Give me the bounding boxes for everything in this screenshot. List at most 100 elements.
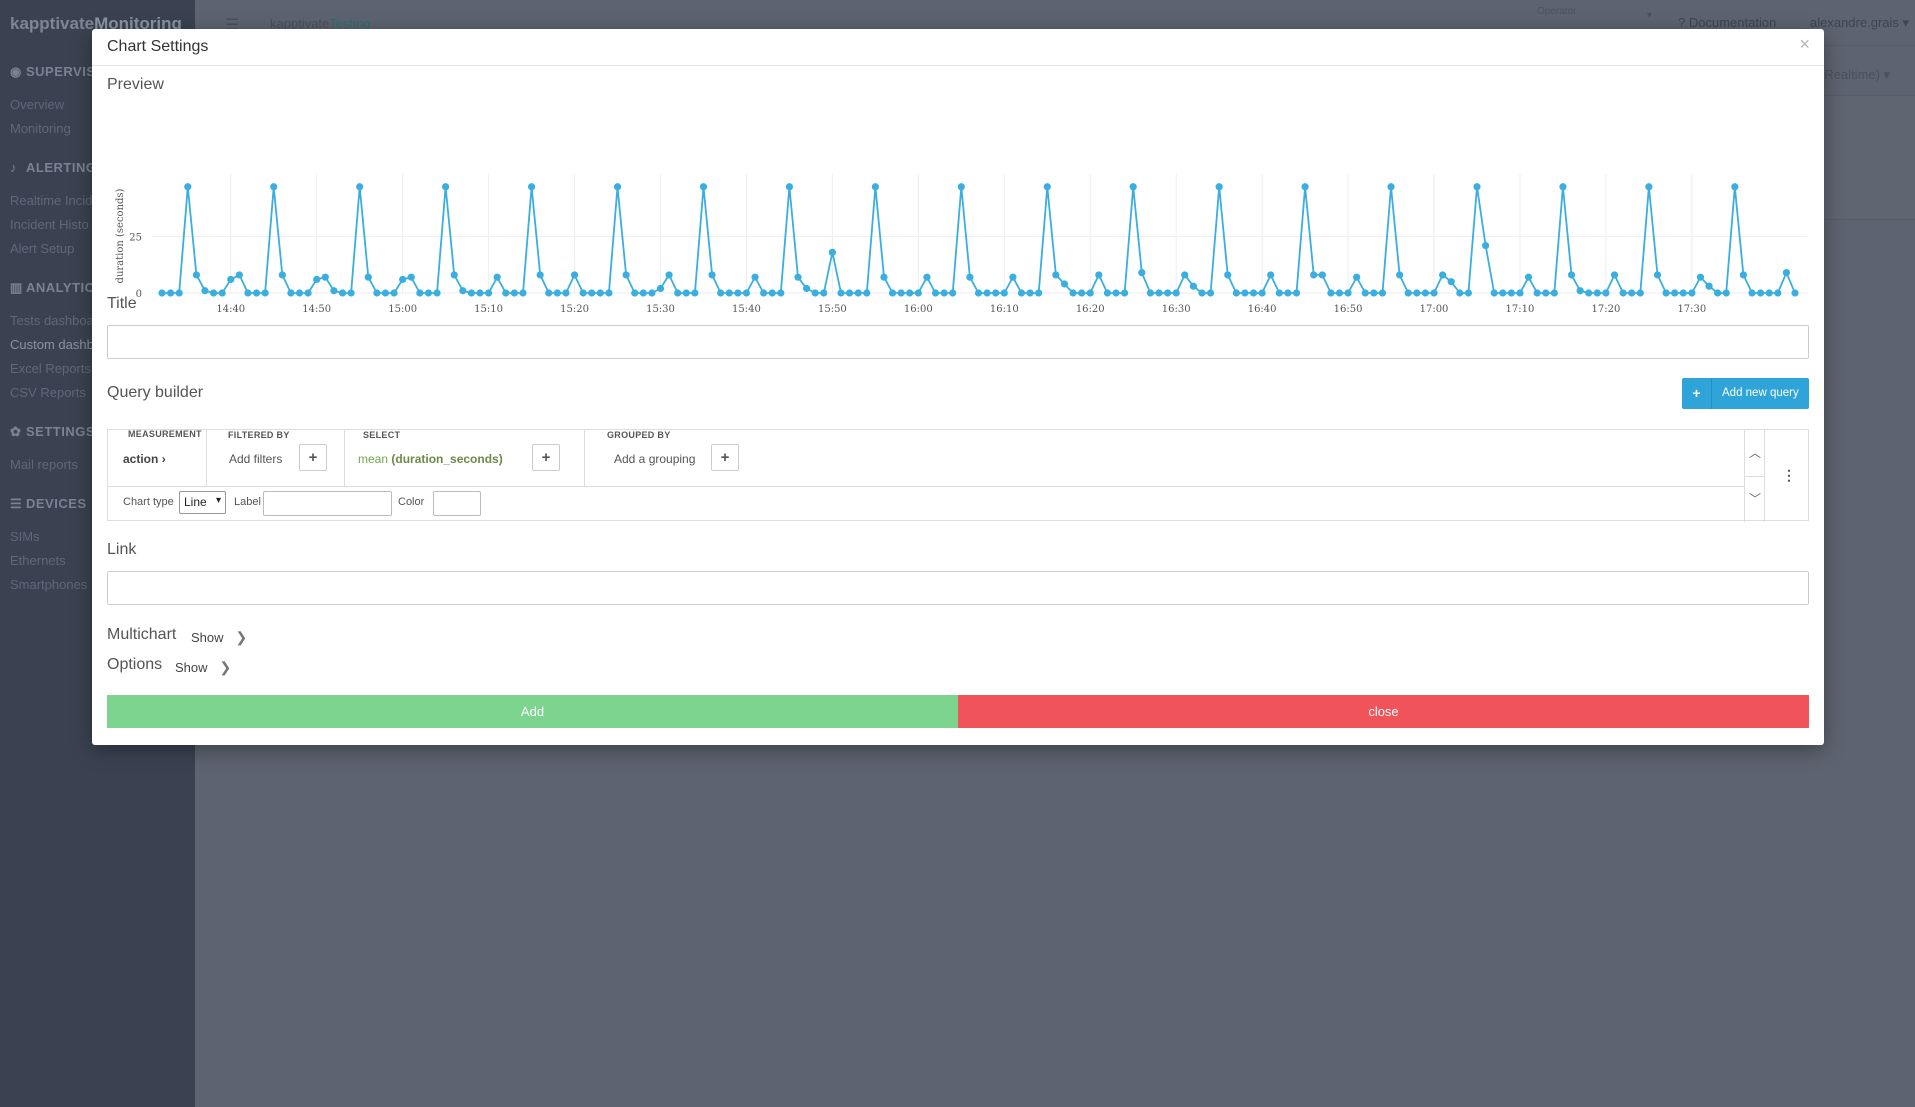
data-point bbox=[1353, 273, 1361, 281]
sidebar-item[interactable]: Monitoring bbox=[10, 121, 71, 136]
sidebar-item[interactable]: Smartphones bbox=[10, 577, 88, 592]
sidebar-item[interactable]: CSV Reports bbox=[10, 385, 86, 400]
sidebar-item[interactable]: Realtime Incid bbox=[10, 193, 93, 208]
data-point bbox=[734, 289, 742, 297]
sidebar-section-label: SETTINGS bbox=[26, 424, 96, 439]
operator-caret-icon[interactable]: ▾ bbox=[1647, 10, 1653, 21]
sidebar-item[interactable]: Overview bbox=[10, 97, 65, 112]
x-tick-label: 17:00 bbox=[1420, 304, 1449, 315]
data-point bbox=[1705, 282, 1713, 290]
data-point bbox=[1439, 271, 1447, 279]
sidebar-section-label: DEVICES bbox=[26, 496, 87, 511]
show-label: Show bbox=[175, 660, 208, 675]
brand-part2: Monitoring bbox=[94, 14, 182, 33]
add-new-query-label: Add new query bbox=[1722, 387, 1799, 399]
data-point bbox=[1370, 289, 1378, 297]
select-expression[interactable]: mean (duration_seconds) bbox=[358, 452, 503, 466]
move-up-icon[interactable]: ︿ bbox=[1749, 446, 1762, 460]
data-point bbox=[545, 289, 553, 297]
move-down-icon[interactable]: ﹀ bbox=[1749, 492, 1762, 506]
data-point bbox=[1095, 271, 1103, 279]
data-point bbox=[803, 284, 811, 293]
data-point bbox=[1464, 289, 1472, 297]
close-icon[interactable]: × bbox=[1799, 34, 1810, 54]
grouped-by-header: GROUPED BY bbox=[607, 430, 671, 440]
data-point bbox=[553, 289, 561, 297]
add-select-button[interactable]: + bbox=[532, 444, 560, 471]
label-input[interactable] bbox=[263, 491, 392, 516]
data-point bbox=[1103, 289, 1112, 297]
add-filter-button[interactable]: + bbox=[299, 444, 327, 471]
chart-type-select[interactable]: Line ▾ bbox=[179, 491, 226, 514]
breadcrumb-part2[interactable]: Testing bbox=[329, 16, 371, 31]
select-header: SELECT bbox=[363, 430, 401, 440]
data-point bbox=[1653, 271, 1662, 279]
data-point bbox=[347, 289, 355, 297]
chart-type-value: Line bbox=[184, 495, 207, 509]
data-point bbox=[1774, 289, 1782, 297]
x-tick-label: 14:40 bbox=[216, 304, 245, 315]
x-tick-label: 15:10 bbox=[474, 304, 503, 315]
options-label: Options bbox=[107, 656, 163, 673]
link-input[interactable] bbox=[107, 571, 1809, 605]
add-new-query-button[interactable]: + Add new query bbox=[1682, 378, 1809, 409]
multichart-show-toggle[interactable]: Show ❯ bbox=[191, 629, 247, 646]
more-options-icon[interactable]: ⋮ bbox=[1782, 467, 1796, 483]
documentation-link[interactable]: ? Documentation bbox=[1678, 15, 1776, 30]
sidebar-item[interactable]: Alert Setup bbox=[10, 241, 75, 256]
x-tick-label: 14:50 bbox=[302, 304, 331, 315]
data-point bbox=[1335, 289, 1344, 297]
plus-icon: + bbox=[1682, 378, 1712, 409]
data-point bbox=[1121, 289, 1129, 297]
sidebar-item[interactable]: Excel Reports bbox=[10, 361, 91, 376]
sidebar-item[interactable]: Custom dashb bbox=[10, 337, 94, 352]
data-point bbox=[192, 271, 200, 279]
sidebar-item[interactable]: Incident Histo bbox=[10, 217, 89, 232]
data-point bbox=[209, 289, 218, 297]
close-button[interactable]: close bbox=[958, 695, 1809, 728]
data-point bbox=[1456, 289, 1464, 297]
x-tick-label: 17:30 bbox=[1677, 304, 1706, 315]
sidebar-item[interactable]: Mail reports bbox=[10, 457, 78, 472]
data-point bbox=[622, 271, 630, 279]
data-point bbox=[424, 289, 433, 297]
user-name: alexandre.grais bbox=[1810, 15, 1899, 30]
realtime-dropdown[interactable]: (Realtime) ▾ bbox=[1820, 67, 1890, 83]
data-point bbox=[1585, 289, 1593, 297]
data-point bbox=[1447, 278, 1455, 286]
data-point bbox=[373, 289, 381, 297]
user-menu[interactable]: alexandre.grais ▾ bbox=[1810, 15, 1909, 31]
color-input[interactable] bbox=[433, 491, 481, 516]
data-point bbox=[287, 289, 295, 297]
column-divider bbox=[584, 430, 585, 487]
data-point bbox=[278, 271, 286, 279]
sidebar-item[interactable]: SIMs bbox=[10, 529, 40, 544]
operator-label[interactable]: Operator bbox=[1537, 6, 1577, 17]
data-point bbox=[949, 289, 957, 297]
data-point bbox=[897, 289, 905, 297]
show-label: Show bbox=[191, 630, 224, 645]
measurement-selector[interactable]: action › bbox=[123, 452, 166, 466]
data-point bbox=[1696, 273, 1705, 281]
data-point bbox=[1739, 271, 1748, 279]
data-point bbox=[1327, 289, 1335, 297]
add-button[interactable]: Add bbox=[107, 695, 958, 728]
options-show-toggle[interactable]: Show ❯ bbox=[175, 659, 231, 676]
data-point bbox=[450, 271, 458, 279]
chart-svg: 14:40 14:50 15:00 15:10 15:20 15:30 15:40 15:50… bbox=[115, 174, 1807, 315]
brand-part1: kapptivate bbox=[10, 14, 95, 33]
data-point bbox=[1533, 289, 1541, 297]
data-point bbox=[811, 289, 819, 297]
data-point bbox=[880, 273, 888, 281]
brand-logo[interactable]: kapptivateMonitoring bbox=[10, 14, 182, 34]
measurement-value: action bbox=[123, 452, 159, 466]
sidebar-item[interactable]: Ethernets bbox=[10, 553, 66, 568]
query-builder-label: Query builder bbox=[107, 384, 204, 401]
title-input[interactable] bbox=[107, 325, 1809, 359]
sidebar-item[interactable]: Tests dashboa bbox=[10, 313, 94, 328]
data-point bbox=[708, 271, 716, 279]
add-grouping-button[interactable]: + bbox=[711, 444, 739, 471]
data-point bbox=[442, 183, 450, 191]
data-point bbox=[794, 273, 802, 281]
data-point bbox=[1662, 289, 1670, 297]
